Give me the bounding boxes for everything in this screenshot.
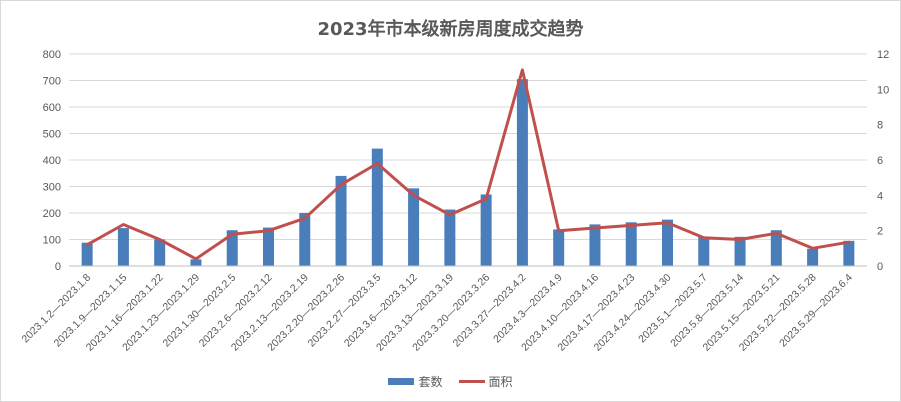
- x-tick-label: 2023.4.3—2023.4.9: [491, 272, 565, 346]
- bar: [335, 175, 347, 266]
- y-left-tick-label: 200: [43, 208, 61, 220]
- bar: [698, 236, 710, 266]
- legend-label-bar: 套数: [418, 375, 443, 389]
- bar: [226, 230, 238, 266]
- bar: [81, 242, 93, 266]
- bar: [516, 79, 528, 266]
- legend-item-bar: 套数: [388, 373, 443, 390]
- x-tick-label: 2023.5.1—2023.5.7: [636, 272, 710, 346]
- y-right-tick-label: 10: [877, 84, 889, 96]
- bar: [589, 224, 601, 266]
- bar: [263, 227, 274, 266]
- y-left-tick-label: 600: [43, 102, 61, 114]
- y-left-tick-label: 400: [43, 155, 61, 167]
- bar: [408, 188, 420, 266]
- legend-swatch-line: [458, 380, 485, 383]
- y-right-tick-label: 8: [877, 120, 883, 132]
- legend-item-line: 面积: [458, 373, 513, 390]
- bar: [553, 229, 565, 266]
- legend-swatch-bar: [388, 378, 415, 385]
- x-tick-label: 2023.1.2—2023.1.8: [20, 272, 94, 346]
- bar: [154, 239, 166, 266]
- y-left-tick-label: 700: [43, 76, 61, 88]
- y-left-tick-label: 800: [43, 49, 61, 61]
- bar: [625, 222, 637, 266]
- y-left-tick-label: 300: [43, 182, 61, 194]
- y-left-tick-label: 100: [43, 235, 61, 247]
- chart-title: 2023年市本级新房周度成交趋势: [317, 19, 584, 40]
- y-left-tick-label: 500: [43, 129, 61, 141]
- legend-label-line: 面积: [488, 375, 513, 389]
- bar: [190, 259, 202, 266]
- y-right-tick-label: 4: [877, 190, 883, 202]
- y-left-tick-label: 0: [55, 261, 61, 273]
- area-line: [85, 68, 851, 261]
- bar: [117, 228, 129, 266]
- y-right-tick-label: 6: [877, 155, 883, 167]
- bar: [734, 236, 746, 266]
- y-right-tick-label: 12: [877, 49, 889, 61]
- bar: [371, 148, 383, 266]
- bar: [299, 213, 311, 266]
- y-right-tick-label: 2: [877, 226, 883, 238]
- bar: [807, 248, 819, 266]
- x-tick-label: 2023.5.29—2023.6.4: [777, 272, 855, 350]
- bar: [444, 209, 456, 266]
- bar: [662, 219, 673, 266]
- bar: [480, 194, 492, 266]
- bar: [843, 240, 855, 266]
- y-right-tick-label: 0: [877, 261, 883, 273]
- bar: [770, 230, 782, 266]
- chart-legend: 套数 面积: [1, 373, 900, 390]
